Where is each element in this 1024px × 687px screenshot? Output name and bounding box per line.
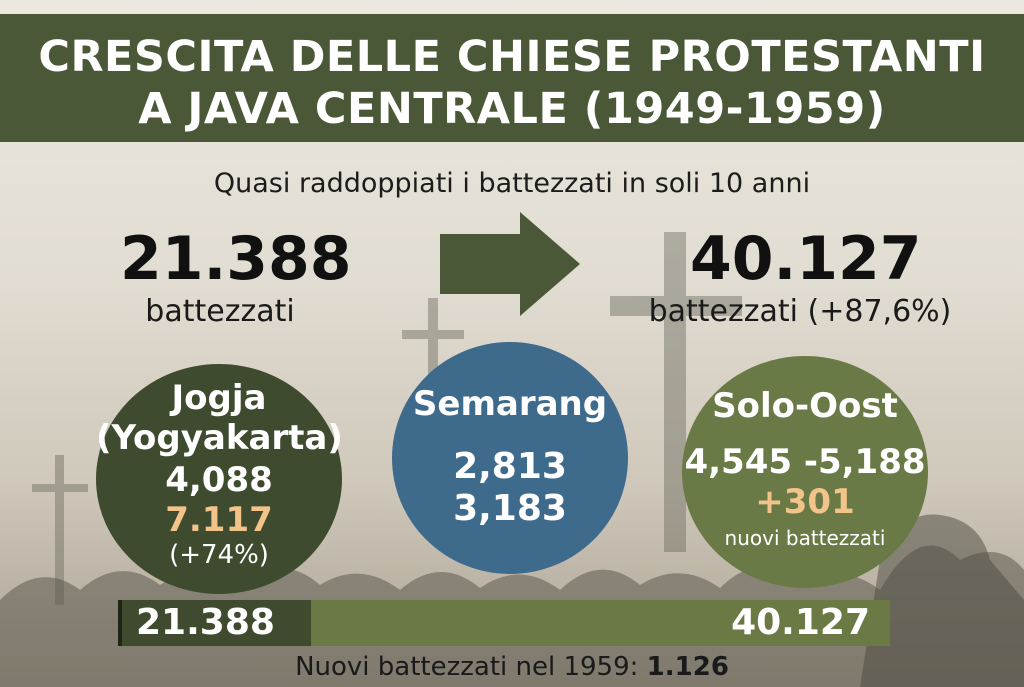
footer-new-baptized: Nuovi battezzati nel 1959: 1.126 bbox=[0, 652, 1024, 682]
subtitle: Quasi raddoppiati i battezzati in soli 1… bbox=[213, 168, 811, 199]
end-value: 40.127 bbox=[690, 224, 922, 294]
growth-bar-edge bbox=[118, 600, 122, 646]
jogja-change: (+74%) bbox=[169, 540, 269, 570]
right-arrow-icon bbox=[440, 212, 580, 316]
region-circle-jogja: Jogja (Yogyakarta) 4,088 7.117 (+74%) bbox=[96, 364, 343, 594]
footer-value: 1.126 bbox=[646, 652, 729, 682]
footer-label: Nuovi battezzati nel 1959: bbox=[295, 652, 647, 682]
end-label: battezzati (+87,6%) bbox=[648, 294, 952, 329]
growth-bar: 21.388 40.127 bbox=[118, 600, 890, 646]
semarang-value-after: 3,183 bbox=[453, 488, 567, 529]
semarang-name: Semarang bbox=[412, 384, 608, 424]
jogja-value-before: 4,088 bbox=[165, 460, 273, 500]
title-line-1: CRESCITA DELLE CHIESE PROTESTANTI bbox=[38, 32, 986, 82]
solo-oost-name: Solo-Oost bbox=[712, 386, 898, 426]
jogja-name-line1: Jogja bbox=[171, 378, 267, 418]
start-label: battezzati bbox=[145, 294, 295, 329]
growth-bar-fill bbox=[118, 600, 311, 646]
bar-end-label: 40.127 bbox=[731, 602, 870, 643]
jogja-value-after: 7.117 bbox=[165, 500, 273, 540]
title-banner: CRESCITA DELLE CHIESE PROTESTANTI A JAVA… bbox=[0, 14, 1024, 142]
semarang-value-before: 2,813 bbox=[453, 446, 567, 487]
bar-start-label: 21.388 bbox=[136, 602, 275, 643]
solo-oost-values: 4,545 -5,188 bbox=[684, 442, 926, 482]
region-circle-semarang: Semarang 2,813 3,183 bbox=[392, 342, 628, 574]
solo-oost-increase: +301 bbox=[755, 482, 855, 522]
solo-oost-increase-label: nuovi battezzati bbox=[724, 526, 886, 550]
region-circle-solo-oost: Solo-Oost 4,545 -5,188 +301 nuovi battez… bbox=[682, 356, 928, 588]
title-line-2: A JAVA CENTRALE (1949-1959) bbox=[138, 84, 886, 134]
jogja-name-line2: (Yogyakarta) bbox=[96, 418, 343, 458]
start-value: 21.388 bbox=[120, 224, 352, 294]
